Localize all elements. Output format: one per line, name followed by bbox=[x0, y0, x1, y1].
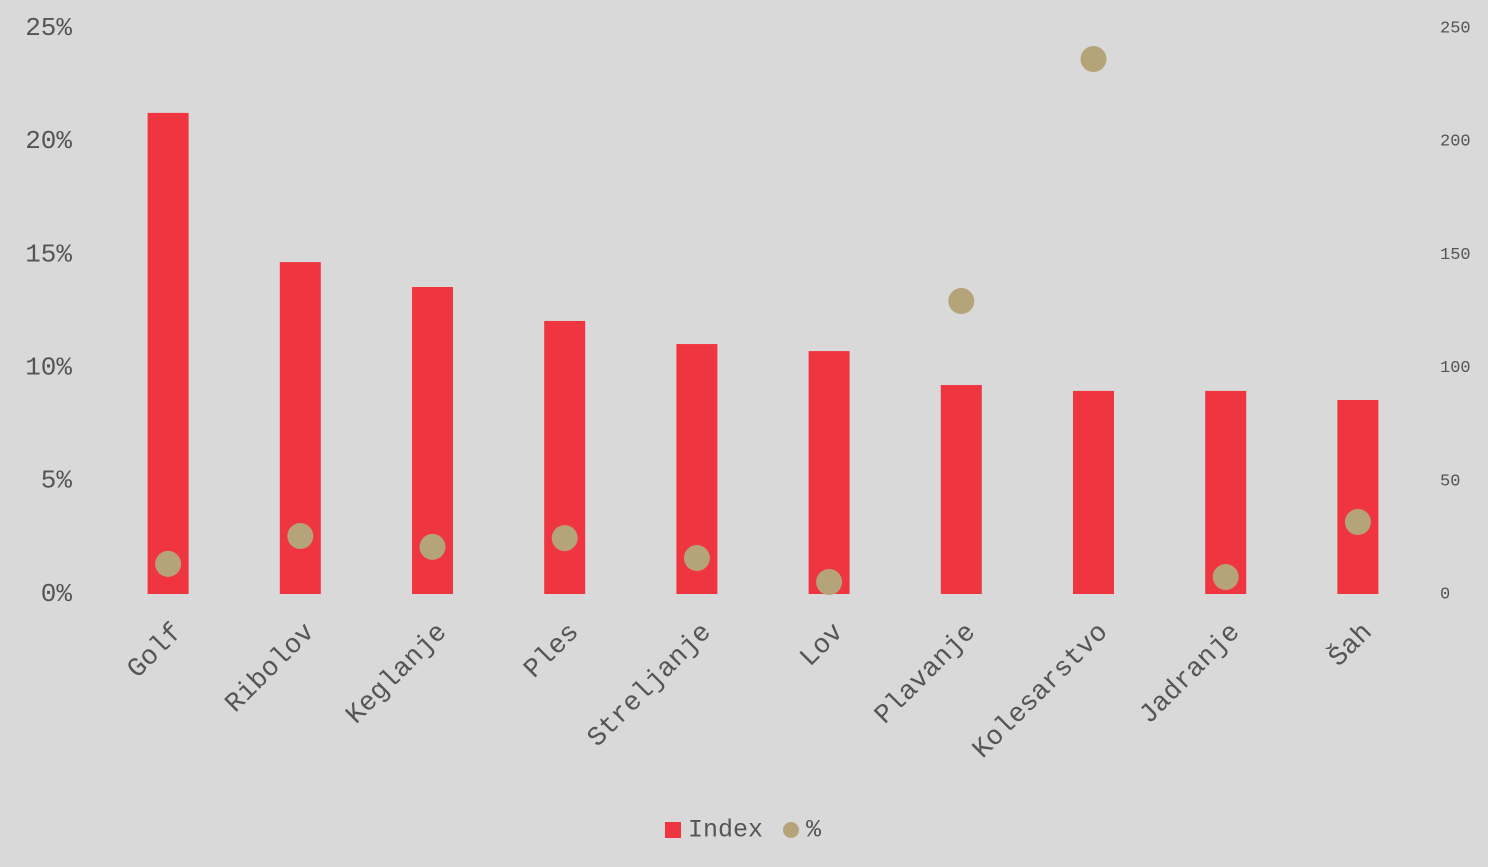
y2-tick-label: 250 bbox=[1440, 19, 1471, 38]
x-tick-label: Ples bbox=[519, 618, 586, 685]
x-tick-label: Šah bbox=[1322, 616, 1380, 674]
y2-tick-label: 0 bbox=[1440, 585, 1450, 604]
bar bbox=[808, 351, 850, 594]
point bbox=[683, 545, 710, 572]
point bbox=[551, 525, 578, 552]
bar bbox=[544, 320, 586, 594]
x-tick-label: Kolesarstvo bbox=[968, 618, 1115, 765]
y-tick-label: 5% bbox=[41, 466, 73, 496]
bar bbox=[1337, 399, 1379, 594]
y-tick-label: 10% bbox=[25, 352, 72, 382]
legend-label: Index bbox=[688, 816, 763, 845]
x-tick-label: Golf bbox=[122, 618, 189, 685]
x-tick-label: Streljanje bbox=[583, 618, 719, 754]
y2-tick-label: 50 bbox=[1440, 472, 1460, 491]
x-tick-label: Keglanje bbox=[341, 618, 454, 731]
y-tick-label: 0% bbox=[41, 579, 73, 609]
point bbox=[816, 569, 843, 596]
bar bbox=[147, 112, 189, 595]
y2-tick-label: 200 bbox=[1440, 133, 1471, 152]
y-tick-label: 20% bbox=[25, 126, 72, 156]
y-tick-label: 15% bbox=[25, 239, 72, 269]
x-tick-label: Lov bbox=[795, 618, 851, 674]
point bbox=[948, 288, 975, 315]
point bbox=[155, 550, 182, 577]
x-tick-label: Jadranje bbox=[1134, 618, 1247, 731]
y2-tick-label: 100 bbox=[1440, 359, 1471, 378]
point bbox=[419, 533, 446, 560]
y-tick-label: 25% bbox=[25, 13, 72, 43]
legend-label: % bbox=[806, 816, 822, 845]
point bbox=[1344, 509, 1371, 536]
bar bbox=[1205, 390, 1247, 594]
point bbox=[287, 523, 314, 550]
point bbox=[1080, 46, 1107, 73]
legend-marker bbox=[665, 822, 681, 838]
y2-tick-label: 150 bbox=[1440, 246, 1471, 265]
bar bbox=[1073, 390, 1114, 594]
x-tick-label: Plavanje bbox=[870, 618, 983, 731]
point bbox=[1212, 564, 1239, 591]
x-tick-label: Ribolov bbox=[220, 618, 321, 719]
legend-marker bbox=[783, 822, 800, 838]
bar bbox=[940, 385, 982, 594]
